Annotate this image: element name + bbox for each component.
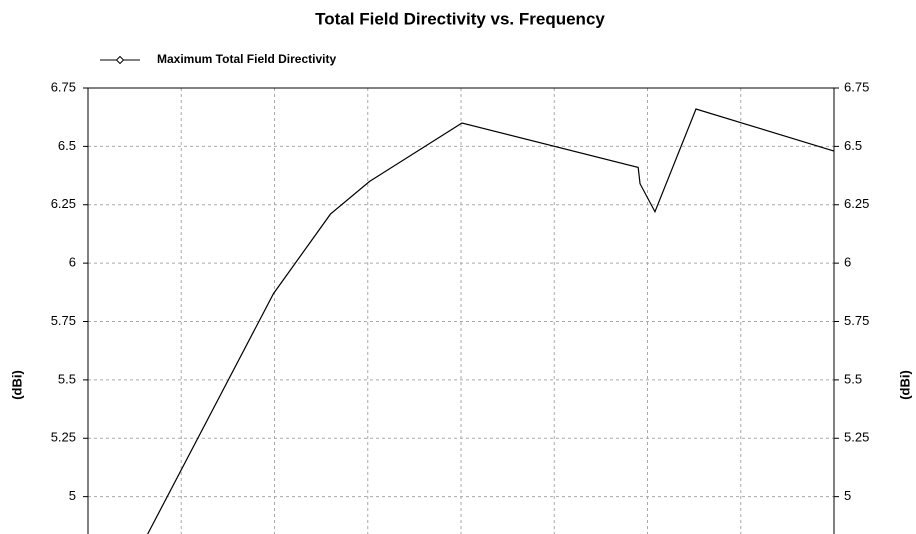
y2-tick-label: 6.25 <box>844 196 869 211</box>
y-tick-label: 6.25 <box>51 196 76 211</box>
y-tick-label: 5.25 <box>51 430 76 445</box>
y2-tick-label: 5 <box>844 488 851 503</box>
y2-tick-label: 5.75 <box>844 313 869 328</box>
line <box>147 108 835 534</box>
chart-title: Total Field Directivity vs. Frequency <box>315 9 605 28</box>
y-tick-label: 5.5 <box>58 371 76 386</box>
y-axis-label: (dBi) <box>9 370 24 400</box>
y2-axis-label: (dBi) <box>897 370 912 400</box>
legend-label: Maximum Total Field Directivity <box>157 52 336 66</box>
y2-tick-label: 5.5 <box>844 371 862 386</box>
legend-marker <box>115 55 125 65</box>
y-tick-label: 6.5 <box>58 138 76 153</box>
y2-tick-label: 5.25 <box>844 430 869 445</box>
y2-tick-label: 6.75 <box>844 79 869 94</box>
y-tick-label: 5.75 <box>51 313 76 328</box>
y-tick-label: 5 <box>69 488 76 503</box>
y2-tick-label: 6.5 <box>844 138 862 153</box>
y2-tick-label: 6 <box>844 255 851 270</box>
y-tick-label: 6 <box>69 255 76 270</box>
y-tick-label: 6.75 <box>51 79 76 94</box>
